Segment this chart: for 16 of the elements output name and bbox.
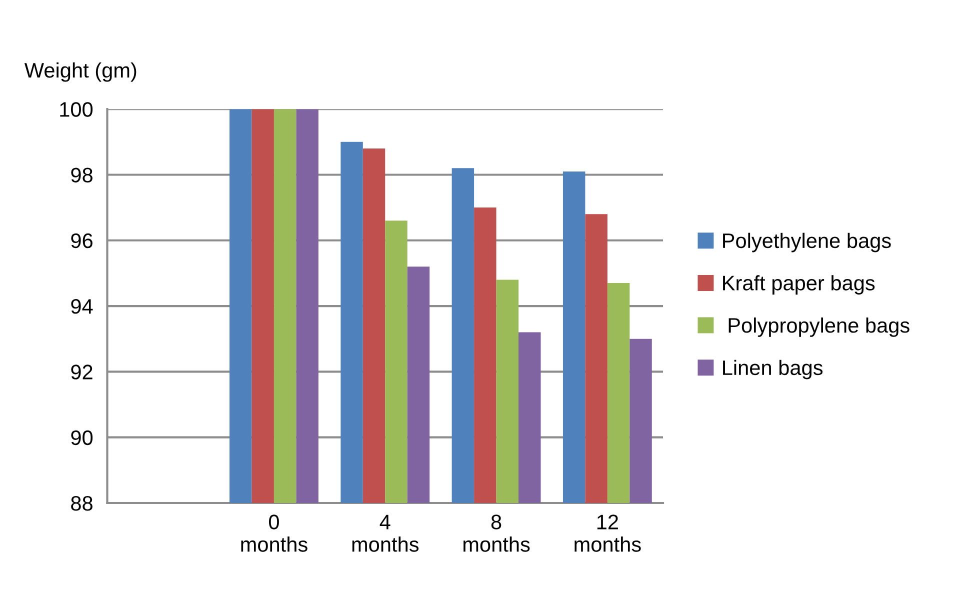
legend-label: Kraft paper bags xyxy=(723,275,875,295)
y-tick-label: 94 xyxy=(71,299,93,314)
x-tick-label: 0 months xyxy=(241,514,308,552)
y-axis-title: Weight (gm) xyxy=(24,62,136,82)
x-tick-label: 12 months xyxy=(574,514,641,552)
y-tick-label: 92 xyxy=(71,364,92,380)
legend-label: Polypropylene bags xyxy=(728,317,910,337)
y-tick-label: 100 xyxy=(60,102,93,117)
legend-label: Polyethylene bags xyxy=(723,232,891,252)
y-tick-label: 98 xyxy=(71,168,92,182)
y-tick-label: 88 xyxy=(71,496,92,511)
x-tick-label: 8 months xyxy=(464,514,530,552)
y-tick-label: 90 xyxy=(71,430,93,446)
x-tick-label: 4 months xyxy=(352,514,419,552)
y-tick-label: 96 xyxy=(71,233,92,248)
legend-label: Linen bags xyxy=(723,360,823,380)
